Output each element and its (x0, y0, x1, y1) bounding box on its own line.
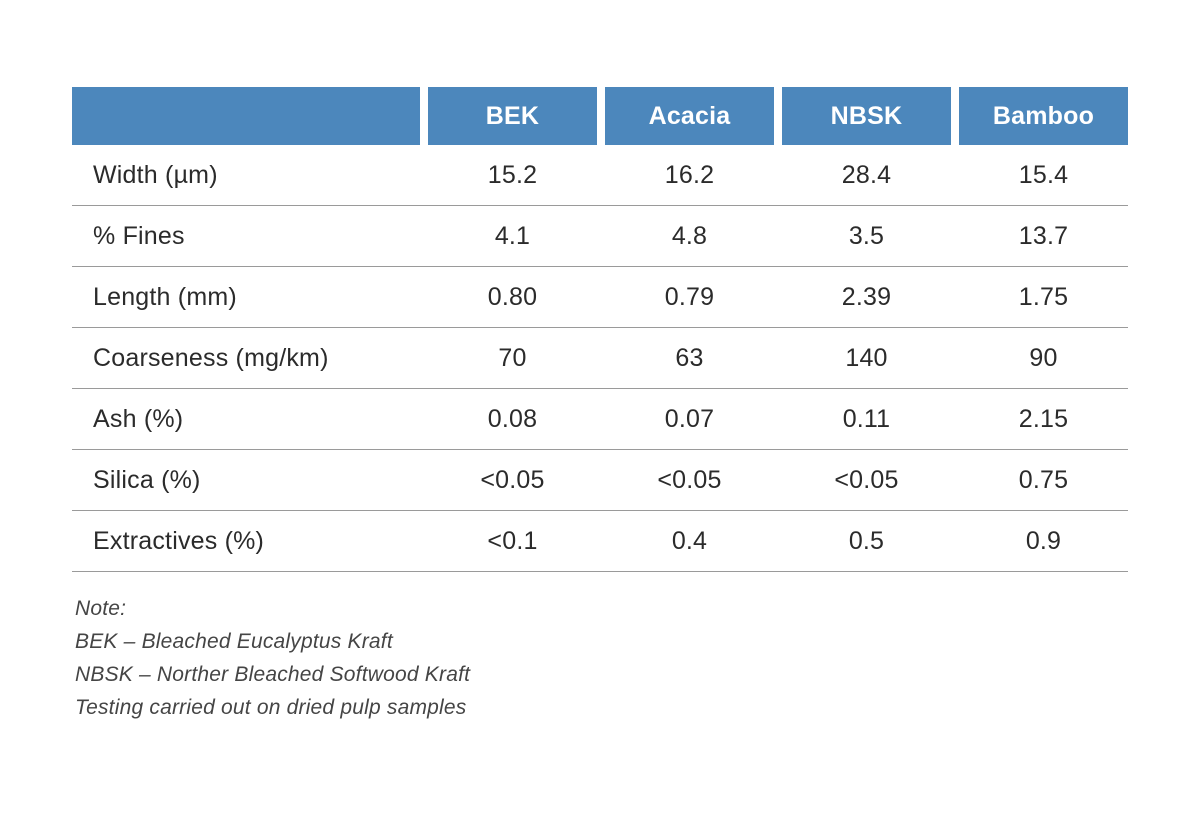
value-cell: 63 (675, 343, 704, 372)
pulp-properties-table: BEK Acacia NBSK Bamboo Width (µm) 15.2 1… (72, 87, 1128, 572)
row-label: Length (mm) (93, 282, 237, 311)
value-cell: 0.79 (664, 282, 715, 311)
value-cell: 15.2 (487, 160, 538, 189)
column-header-bek: BEK (428, 87, 597, 145)
row-label: Ash (%) (93, 404, 184, 433)
table-row-coarseness: Coarseness (mg/km) 70 63 140 90 (72, 328, 1128, 389)
value-cell: 4.8 (671, 221, 708, 250)
value-cell: 2.39 (841, 282, 892, 311)
value-cell: 0.9 (1025, 526, 1062, 555)
footnote-line-note: Note: (75, 597, 127, 620)
row-label: % Fines (93, 221, 185, 250)
value-cell: 1.75 (1018, 282, 1069, 311)
value-cell: 0.07 (664, 404, 715, 433)
value-cell: 70 (498, 343, 527, 372)
value-cell: 0.5 (848, 526, 885, 555)
value-cell: 16.2 (664, 160, 715, 189)
row-label: Coarseness (mg/km) (93, 343, 329, 372)
value-cell: 0.75 (1018, 465, 1069, 494)
value-cell: 0.4 (671, 526, 708, 555)
table-row-fines: % Fines 4.1 4.8 3.5 13.7 (72, 206, 1128, 267)
table-row-width: Width (µm) 15.2 16.2 28.4 15.4 (72, 145, 1128, 206)
value-cell: 3.5 (848, 221, 885, 250)
table-row-silica: Silica (%) <0.05 <0.05 <0.05 0.75 (72, 450, 1128, 511)
value-cell: <0.05 (834, 465, 899, 494)
footnote-line-testing: Testing carried out on dried pulp sample… (75, 696, 467, 719)
value-cell: 0.08 (487, 404, 538, 433)
column-header-bamboo: Bamboo (959, 87, 1128, 145)
value-cell: 28.4 (841, 160, 892, 189)
table-row-ash: Ash (%) 0.08 0.07 0.11 2.15 (72, 389, 1128, 450)
value-cell: 4.1 (494, 221, 531, 250)
row-label: Width (µm) (93, 160, 218, 189)
row-label: Silica (%) (93, 465, 201, 494)
footnote-line-nbsk: NBSK – Norther Bleached Softwood Kraft (75, 663, 471, 686)
column-header-nbsk: NBSK (782, 87, 951, 145)
value-cell: <0.05 (480, 465, 545, 494)
value-cell: 2.15 (1018, 404, 1069, 433)
column-header-acacia: Acacia (605, 87, 774, 145)
table-row-extractives: Extractives (%) <0.1 0.4 0.5 0.9 (72, 511, 1128, 572)
header-empty-cell (72, 87, 420, 145)
footnote-line-bek: BEK – Bleached Eucalyptus Kraft (75, 630, 393, 653)
value-cell: 0.11 (842, 404, 891, 433)
value-cell: <0.05 (657, 465, 722, 494)
value-cell: 13.7 (1018, 221, 1069, 250)
value-cell: 0.80 (487, 282, 538, 311)
row-label: Extractives (%) (93, 526, 265, 555)
table-header-row: BEK Acacia NBSK Bamboo (72, 87, 1128, 145)
value-cell: 90 (1029, 343, 1058, 372)
value-cell: <0.1 (487, 526, 538, 555)
value-cell: 140 (845, 343, 888, 372)
table-row-length: Length (mm) 0.80 0.79 2.39 1.75 (72, 267, 1128, 328)
footnote: Note: BEK – Bleached Eucalyptus Kraft NB… (75, 592, 470, 724)
value-cell: 15.4 (1018, 160, 1069, 189)
